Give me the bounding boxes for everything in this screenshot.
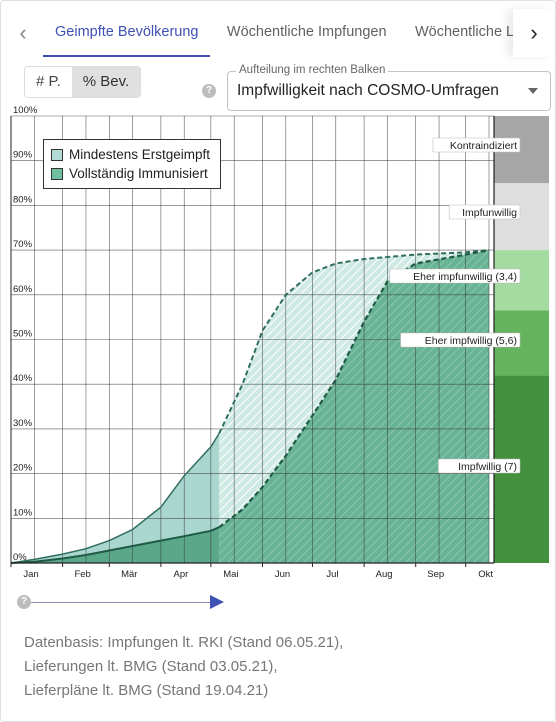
chevron-down-icon (528, 88, 538, 94)
x-tick-label: Jun (275, 569, 290, 580)
select-label: Aufteilung im rechten Balken (236, 64, 389, 76)
y-tick-label: 10% (13, 507, 33, 518)
x-tick-label: Sep (427, 569, 444, 580)
tab-woechentliche-lieferungen[interactable]: Wöchentliche Lieferungen (414, 24, 513, 40)
y-tick-label: 60% (13, 284, 33, 295)
vaccination-chart: 0% 10% 20% 30% 40% 50% 60% 70% 80% 90% 100% Jan Feb M… (10, 105, 549, 580)
legend-label-first: Mindestens Erstgeimpft (69, 147, 211, 162)
x-tick-label: Jan (23, 569, 38, 580)
bar-label-text: Eher impfunwillig (3,4) (413, 271, 517, 283)
tab-scroll-left-icon[interactable]: ‹ (19, 20, 27, 45)
split-select[interactable]: Aufteilung im rechten Balken Impfwilligk… (227, 64, 551, 111)
play-icon[interactable] (210, 595, 224, 609)
tab-bar: ‹ Geimpfte Bevölkerung Wöchentliche Impf… (1, 9, 555, 57)
legend-item-full: Vollständig Immunisiert (51, 164, 213, 183)
legend-swatch-first (51, 148, 63, 161)
y-tick-label: 50% (13, 329, 33, 340)
area-full-actual (11, 527, 220, 563)
y-tick-label: 30% (13, 418, 33, 429)
date-slider-track[interactable] (31, 602, 211, 603)
bar-label-text: Impfwillig (7) (458, 461, 517, 473)
tab-strip: Geimpfte Bevölkerung Wöchentliche Impfun… (43, 9, 513, 57)
tab-geimpfte-bevoelkerung[interactable]: Geimpfte Bevölkerung (43, 9, 211, 57)
x-tick-label: Feb (74, 569, 90, 580)
y-tick-label: 20% (13, 463, 33, 474)
bar-label-text: Eher impfwillig (5,6) (425, 335, 517, 347)
toggle-absolute-button[interactable]: # P. (25, 67, 72, 97)
area-first-actual (11, 433, 220, 563)
slider-help-icon[interactable]: ? (17, 595, 31, 609)
line-full-forecast (218, 249, 490, 529)
area-full-forecast (219, 250, 490, 563)
bar-label-text: Kontraindiziert (450, 140, 517, 152)
source-line-3: Lieferpläne lt. BMG (Stand 19.04.21) (24, 682, 269, 699)
bar-label-text: Impfunwillig (462, 207, 517, 219)
y-tick-label: 0% (13, 552, 27, 563)
line-full-actual (10, 526, 220, 564)
select-value: Impfwilligkeit nach COSMO-Umfragen (237, 82, 499, 99)
data-source-note: Datenbasis: Impfungen lt. RKI (Stand 06.… (24, 631, 343, 703)
line-first-forecast (218, 249, 490, 434)
tab-woechentliche-impfungen[interactable]: Wöchentliche Impfungen (226, 24, 387, 40)
y-tick-label: 80% (13, 194, 33, 205)
bar-label-box (400, 332, 521, 348)
legend-label-full: Vollständig Immunisiert (69, 166, 208, 181)
x-tick-label: Mai (223, 569, 238, 580)
bar-label-box (432, 137, 521, 153)
help-icon[interactable]: ? (202, 84, 216, 98)
x-tick-label: Apr (173, 569, 188, 580)
source-line-2: Lieferungen lt. BMG (Stand 03.05.21), (24, 658, 278, 675)
unit-toggle: # P. % Bev. (24, 66, 142, 98)
y-tick-label: 90% (13, 150, 33, 161)
bar-label-box (438, 458, 521, 474)
y-tick-label: 40% (13, 373, 33, 384)
line-first-actual (10, 433, 220, 564)
y-tick-label: 100% (13, 105, 38, 116)
x-tick-label: Aug (376, 569, 393, 580)
bar-label-box (448, 204, 521, 220)
toggle-percent-button[interactable]: % Bev. (71, 67, 141, 97)
chart-legend: Mindestens Erstgeimpft Vollständig Immun… (43, 139, 221, 189)
source-line-1: Datenbasis: Impfungen lt. RKI (Stand 06.… (24, 634, 344, 651)
x-tick-label: Okt (478, 569, 493, 580)
y-tick-label: 70% (13, 239, 33, 250)
legend-swatch-full (51, 167, 63, 180)
x-tick-label: Mär (121, 569, 137, 580)
tab-scroll-right-icon[interactable]: › (513, 9, 555, 57)
legend-item-first: Mindestens Erstgeimpft (51, 145, 213, 164)
bar-label-box (389, 268, 521, 284)
x-tick-label: Jul (326, 569, 338, 580)
